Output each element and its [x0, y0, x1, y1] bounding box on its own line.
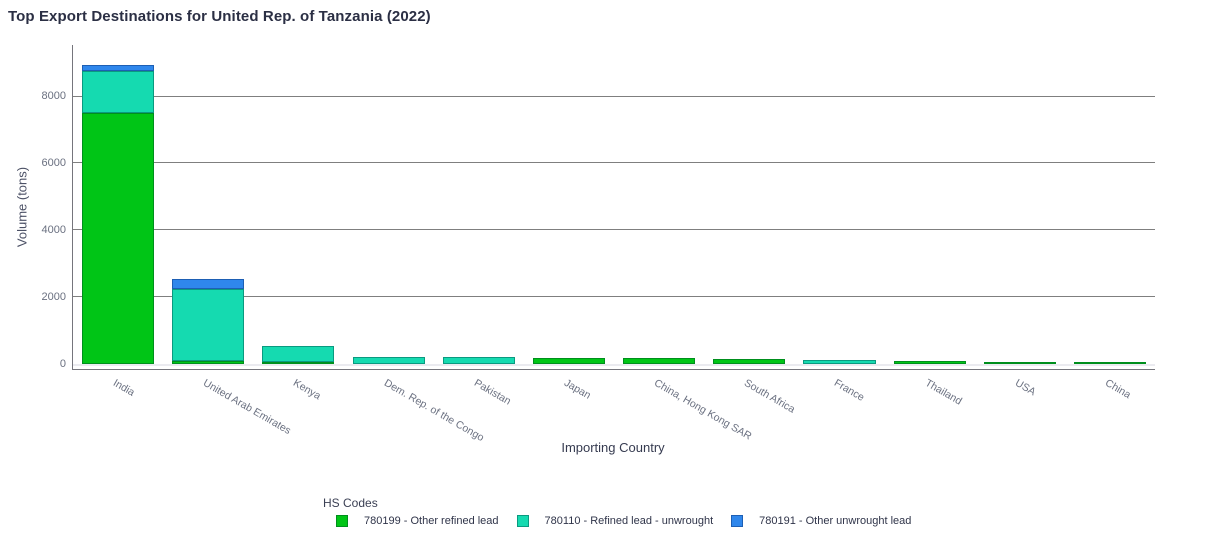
- x-tick-label-South Africa: South Africa: [742, 377, 798, 416]
- y-tick-label-8000: 8000: [41, 90, 66, 103]
- bar-Kenya: [262, 345, 335, 364]
- legend-item[interactable]: 780191 - Other unwrought lead: [731, 515, 911, 527]
- zero-line: [73, 364, 1155, 366]
- gridline-2000: [73, 296, 1155, 298]
- bar-South Africa: [713, 358, 786, 364]
- x-tick-label-France: France: [832, 377, 867, 404]
- x-tick-label-Dem. Rep. of the Congo: Dem. Rep. of the Congo: [381, 377, 486, 445]
- legend-item-label: 780199 - Other refined lead: [364, 515, 499, 527]
- x-tick-label-China: China: [1102, 377, 1133, 402]
- y-axis-tick-labels: 0 2000 4000 6000 8000: [0, 0, 66, 550]
- bar-slot-8: [794, 359, 884, 364]
- legend-title: HS Codes: [323, 496, 378, 510]
- legend-item[interactable]: 780199 - Other refined lead: [336, 515, 499, 527]
- bar-slot-10: [975, 361, 1065, 364]
- bar-segment[interactable]: [352, 357, 425, 364]
- gridline-8000: [73, 95, 1155, 97]
- bars-row: [73, 65, 1155, 364]
- bar-segment[interactable]: [82, 65, 155, 71]
- bar-slot-9: [885, 360, 975, 364]
- x-tick-label-United Arab Emirates: United Arab Emirates: [201, 377, 294, 438]
- legend-item[interactable]: 780110 - Refined lead - unwrought: [516, 515, 714, 527]
- bar-USA: [983, 361, 1056, 364]
- bar-segment[interactable]: [623, 358, 696, 364]
- y-tick-label-0: 0: [59, 358, 66, 370]
- bar-segment[interactable]: [803, 359, 876, 364]
- bar-Japan: [532, 358, 605, 364]
- bar-slot-6: [614, 358, 704, 364]
- x-axis-title: Importing Country: [561, 440, 665, 455]
- x-tick-label-India: India: [111, 377, 137, 399]
- bar-segment[interactable]: [172, 279, 245, 290]
- bar-segment[interactable]: [532, 358, 605, 364]
- bar-United Arab Emirates: [172, 279, 245, 364]
- bar-Thailand: [893, 360, 966, 364]
- y-tick-label-6000: 6000: [41, 157, 66, 170]
- bar-slot-3: [344, 357, 434, 364]
- bar-segment[interactable]: [172, 289, 245, 362]
- legend-items: 780199 - Other refined lead 780110 - Refi…: [336, 515, 917, 527]
- gridline-4000: [73, 229, 1155, 231]
- bar-segment[interactable]: [893, 360, 966, 364]
- bar-slot-4: [434, 356, 524, 364]
- bar-slot-1: [163, 279, 253, 364]
- bar-segment[interactable]: [442, 356, 515, 364]
- legend-swatch-icon: [516, 515, 529, 527]
- legend-swatch-icon: [731, 515, 744, 527]
- x-tick-label-China, Hong Kong SAR: China, Hong Kong SAR: [652, 377, 754, 443]
- bar-segment[interactable]: [172, 361, 245, 364]
- bar-segment[interactable]: [262, 362, 335, 364]
- legend-item-label: 780191 - Other unwrought lead: [759, 515, 912, 527]
- x-tick-label-Thailand: Thailand: [922, 377, 964, 408]
- bar-slot-2: [253, 345, 343, 364]
- legend-item-label: 780110 - Refined lead - unwrought: [544, 515, 714, 527]
- bar-slot-7: [704, 358, 794, 364]
- legend-swatch-icon: [336, 515, 348, 527]
- bar-slot-11: [1065, 361, 1155, 364]
- legend: HS Codes 780199 - Other refined lead 7801…: [320, 494, 917, 536]
- x-tick-label-Pakistan: Pakistan: [471, 377, 513, 408]
- bar-India: [82, 65, 155, 364]
- x-tick-label-Japan: Japan: [561, 377, 593, 402]
- x-tick-label-Kenya: Kenya: [291, 377, 324, 403]
- bar-slot-5: [524, 358, 614, 364]
- bar-segment[interactable]: [1073, 361, 1147, 364]
- bar-segment[interactable]: [262, 345, 335, 362]
- gridline-6000: [73, 162, 1155, 164]
- bar-segment[interactable]: [82, 112, 155, 364]
- bar-China, Hong Kong SAR: [623, 358, 696, 364]
- bar-segment[interactable]: [713, 358, 786, 364]
- bar-France: [803, 359, 876, 364]
- bar-Pakistan: [442, 356, 515, 364]
- bar-segment[interactable]: [983, 361, 1056, 364]
- chart-title: Top Export Destinations for United Rep. …: [8, 8, 431, 25]
- bar-slot-0: [73, 65, 163, 364]
- y-tick-label-2000: 2000: [41, 291, 66, 304]
- bar-segment[interactable]: [82, 70, 155, 113]
- bar-China: [1073, 361, 1147, 364]
- bar-Dem. Rep. of the Congo: [352, 357, 425, 364]
- plot-area[interactable]: [72, 45, 1155, 370]
- y-tick-label-4000: 4000: [41, 224, 66, 237]
- x-axis-tick-labels: India United Arab Emirates Kenya Dem. Rep. …: [72, 377, 1154, 447]
- x-tick-label-USA: USA: [1012, 377, 1038, 399]
